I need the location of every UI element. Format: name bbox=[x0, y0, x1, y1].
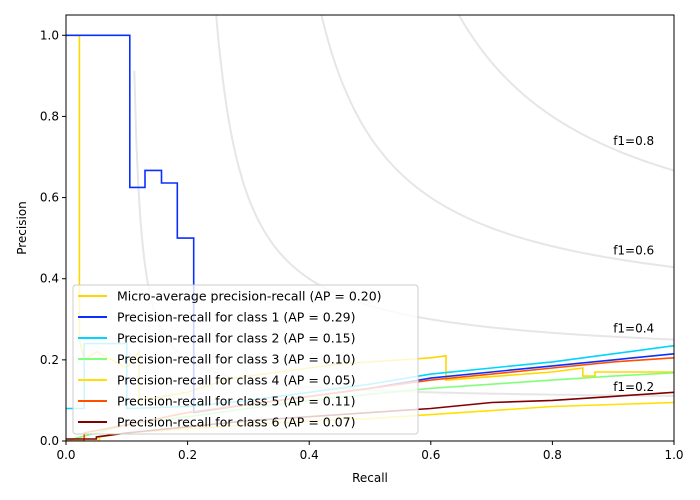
y-tick-label: 0.8 bbox=[40, 109, 59, 123]
plot-frame bbox=[65, 14, 675, 442]
legend-entry-3: Precision-recall for class 3 (AP = 0.10) bbox=[117, 352, 355, 367]
y-tick-label: 1.0 bbox=[40, 28, 59, 42]
x-axis-label: Recall bbox=[352, 471, 388, 485]
x-tick-label: 0.2 bbox=[178, 448, 197, 462]
legend-entry-1: Precision-recall for class 1 (AP = 0.29) bbox=[117, 310, 355, 325]
x-tick-label: 0.8 bbox=[543, 448, 562, 462]
iso-f1-label: f1=0.4 bbox=[613, 322, 654, 336]
y-tick-label: 0.6 bbox=[40, 191, 59, 205]
x-tick-label: 0.6 bbox=[421, 448, 440, 462]
series-line-1 bbox=[66, 34, 674, 414]
x-tick-label: 1.0 bbox=[664, 448, 683, 462]
y-tick-label: 0.2 bbox=[40, 353, 59, 367]
iso-f1-labels: f1=0.2 f1=0.4 f1=0.6 f1=0.8 bbox=[613, 134, 654, 394]
y-tick-label: 0.0 bbox=[40, 434, 59, 448]
x-tick-label: 0.0 bbox=[56, 448, 75, 462]
x-tick-label: 0.4 bbox=[300, 448, 319, 462]
iso-f1-label: f1=0.8 bbox=[613, 134, 654, 148]
legend-box bbox=[72, 284, 419, 435]
y-axis-label: Precision bbox=[15, 201, 29, 255]
legend: Micro-average precision-recall (AP = 0.2… bbox=[72, 284, 419, 435]
legend-entry-5: Precision-recall for class 5 (AP = 0.11) bbox=[117, 394, 355, 409]
iso-f1-curve bbox=[215, 15, 674, 341]
iso-f1-curve bbox=[320, 15, 674, 269]
legend-entry-0: Micro-average precision-recall (AP = 0.2… bbox=[117, 289, 382, 304]
legend-entry-2: Precision-recall for class 2 (AP = 0.15) bbox=[117, 331, 355, 346]
legend-entry-4: Precision-recall for class 4 (AP = 0.05) bbox=[117, 373, 355, 388]
y-tick-label: 0.4 bbox=[40, 272, 59, 286]
y-axis-ticks: 0.0 0.2 0.4 0.6 0.8 1.0 bbox=[40, 28, 66, 448]
legend-entry-6: Precision-recall for class 6 (AP = 0.07) bbox=[117, 415, 355, 430]
iso-f1-label: f1=0.6 bbox=[613, 243, 654, 257]
iso-f1-label: f1=0.2 bbox=[613, 380, 654, 394]
x-axis-ticks: 0.0 0.2 0.4 0.6 0.8 1.0 bbox=[56, 441, 684, 462]
iso-f1-curve bbox=[457, 15, 674, 172]
